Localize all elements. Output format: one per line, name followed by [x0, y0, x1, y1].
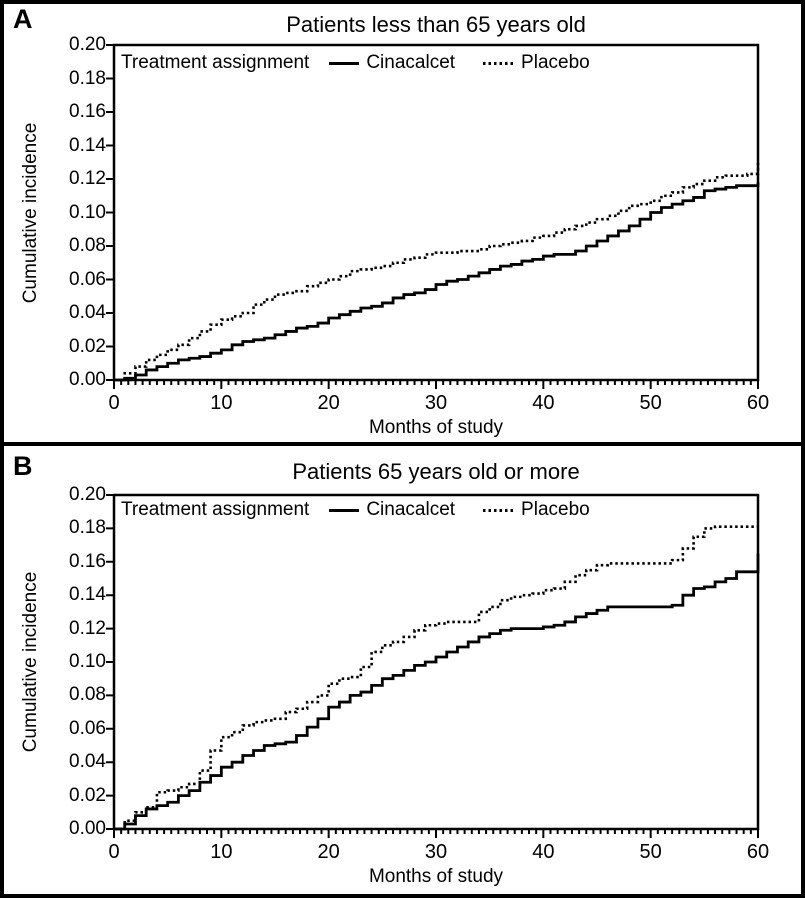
solid-line-swatch-icon — [329, 61, 360, 65]
y-tick-label: 0.14 — [69, 584, 106, 606]
y-tick-label: 0.04 — [69, 751, 106, 773]
legend-b: Treatment assignment Cinacalcet Placebo — [121, 499, 590, 521]
dotted-line-swatch-icon — [483, 508, 516, 512]
y-tick-label: 0.02 — [69, 784, 106, 806]
y-tick-label: 0.06 — [69, 268, 106, 290]
legend-a: Treatment assignment Cinacalcet Placebo — [121, 52, 590, 74]
x-tick-label: 30 — [424, 841, 448, 863]
y-tick-label: 0.08 — [69, 684, 106, 706]
panel-letter-a: A — [13, 4, 33, 34]
y-tick-label: 0.12 — [69, 168, 106, 189]
x-tick-label: 0 — [108, 841, 120, 863]
placebo-curve — [114, 160, 760, 382]
y-tick-label: 0.16 — [69, 101, 106, 122]
dotted-line-swatch-icon — [483, 61, 516, 65]
y-tick-label: 0.08 — [69, 235, 106, 256]
axis-tick-marks — [106, 44, 759, 389]
legend-label-cinacalcet: Cinacalcet — [366, 52, 456, 73]
x-tick-label: 20 — [317, 392, 340, 414]
y-tick-label: 0.10 — [69, 201, 106, 223]
legend-title: Treatment assignment — [121, 499, 310, 520]
y-tick-label: 0.20 — [69, 34, 106, 55]
y-tick-label: 0.06 — [69, 717, 106, 739]
legend-title: Treatment assignment — [121, 52, 310, 73]
y-tick-label: 0.18 — [69, 67, 106, 89]
x-tick-label: 30 — [424, 392, 448, 414]
axis-tick-marks — [106, 494, 759, 838]
panel-b: B Patients 65 years old or more Treatmen… — [0, 447, 805, 898]
y-tick-label: 0.12 — [69, 617, 106, 639]
plot-area-b — [106, 493, 760, 838]
panel-a: A Patients less than 65 years old Treatm… — [0, 0, 805, 447]
x-tick-label: 20 — [317, 841, 340, 863]
x-tick-label: 50 — [639, 392, 662, 414]
x-tick-label: 40 — [532, 841, 555, 863]
y-tick-label: 0.10 — [69, 651, 106, 672]
x-axis-title-a: Months of study — [368, 417, 504, 438]
chart-title-b: Patients 65 years old or more — [292, 459, 580, 484]
y-tick-label: 0.04 — [69, 302, 106, 323]
panel-divider-line — [0, 442, 805, 446]
legend-label-placebo: Placebo — [521, 52, 590, 73]
cinacalcet-curve — [114, 553, 760, 831]
x-tick-label: 60 — [746, 392, 770, 414]
y-tick-label: 0.20 — [69, 484, 106, 505]
panel-letter-b: B — [13, 451, 33, 481]
legend-label-cinacalcet: Cinacalcet — [366, 499, 456, 520]
x-tick-label: 60 — [746, 841, 770, 863]
y-tick-label: 0.02 — [69, 335, 106, 357]
legend-label-placebo: Placebo — [521, 499, 590, 520]
x-tick-label: 10 — [210, 392, 233, 414]
x-tick-label: 0 — [108, 392, 120, 414]
chart-title-a: Patients less than 65 years old — [286, 12, 586, 37]
y-tick-label: 0.00 — [69, 369, 106, 390]
solid-line-swatch-icon — [329, 508, 360, 512]
y-tick-label: 0.18 — [69, 517, 106, 539]
x-tick-label: 10 — [210, 841, 233, 863]
x-tick-label: 40 — [532, 392, 555, 414]
placebo-curve — [114, 525, 758, 831]
plot-area-a — [106, 43, 760, 389]
y-tick-label: 0.16 — [69, 550, 106, 572]
x-tick-label: 50 — [639, 841, 662, 863]
x-axis-title-b: Months of study — [368, 866, 504, 887]
y-tick-label: 0.14 — [69, 134, 106, 156]
cinacalcet-curve — [114, 182, 760, 382]
y-tick-label: 0.00 — [69, 818, 106, 839]
